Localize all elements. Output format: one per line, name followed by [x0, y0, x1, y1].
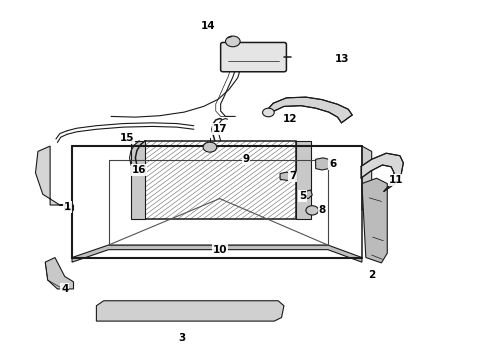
Polygon shape [45, 257, 74, 289]
Text: 15: 15 [120, 133, 134, 143]
Text: 11: 11 [389, 175, 403, 185]
Circle shape [225, 36, 240, 47]
Text: 12: 12 [283, 113, 297, 123]
Polygon shape [280, 172, 294, 181]
Bar [145, 141, 296, 219]
Text: 6: 6 [329, 159, 336, 169]
Text: 13: 13 [335, 54, 350, 64]
Text: 17: 17 [212, 124, 227, 134]
Text: 10: 10 [212, 245, 227, 255]
Text: 14: 14 [201, 21, 216, 31]
Bar [296, 141, 311, 219]
Text: 16: 16 [131, 165, 146, 175]
Text: 3: 3 [178, 333, 185, 343]
Circle shape [306, 206, 318, 215]
Text: 8: 8 [318, 205, 326, 215]
Text: 9: 9 [243, 154, 249, 164]
Polygon shape [362, 178, 387, 263]
Polygon shape [72, 245, 362, 262]
Polygon shape [35, 146, 74, 210]
Text: 2: 2 [368, 270, 375, 280]
Text: 4: 4 [61, 284, 69, 294]
Polygon shape [316, 158, 332, 170]
Text: 1: 1 [64, 202, 71, 212]
Text: 7: 7 [289, 171, 296, 181]
FancyBboxPatch shape [220, 42, 287, 72]
Polygon shape [97, 301, 284, 321]
Polygon shape [361, 153, 403, 192]
Polygon shape [269, 97, 352, 123]
Polygon shape [302, 190, 312, 199]
Circle shape [203, 142, 217, 152]
Bar [145, 141, 296, 219]
Circle shape [263, 108, 274, 117]
Text: 5: 5 [299, 191, 306, 201]
Bar [130, 141, 145, 219]
Polygon shape [362, 146, 372, 210]
